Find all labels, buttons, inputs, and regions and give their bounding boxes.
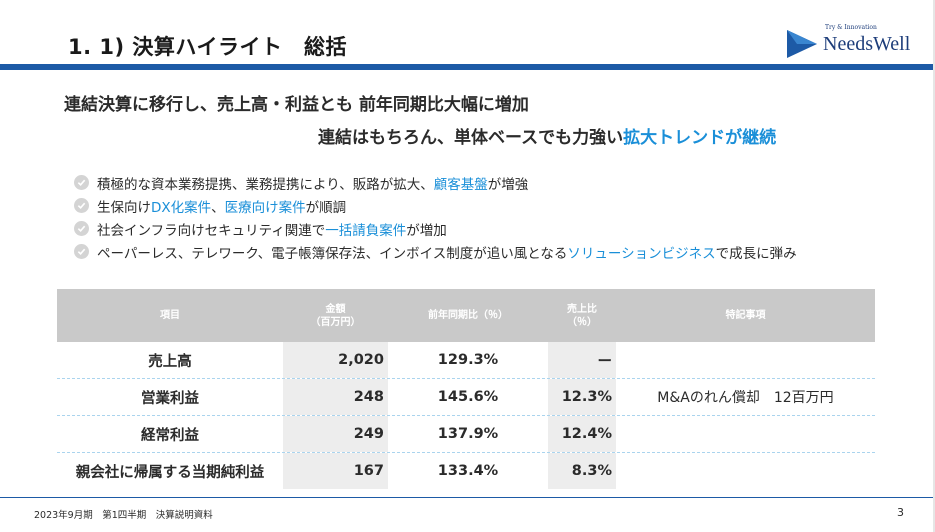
logo-wordmark: NeedsWell [823,33,911,55]
page-number: 3 [897,506,904,519]
bullet-text: 生保向け [97,199,151,216]
cell-yoy: 145.6% [437,389,499,405]
check-icon [74,175,89,190]
cell-note [616,453,875,489]
bullet-text: で成長に弾み [715,245,797,262]
header-notes: 特記事項 [725,310,766,321]
cell-amount: 2,020 [283,342,388,378]
bullet-highlight: DX化案件 [151,199,212,216]
table-header-row: 項目 金額 （百万円） 前年同期比（％） 売上比 （％） 特記事項 [57,289,875,342]
cell-item: 営業利益 [141,390,199,407]
cell-item: 経常利益 [141,427,199,444]
header-item: 項目 [160,310,180,321]
header-ratio-line2: （％） [567,316,597,328]
cell-note [616,342,875,378]
company-logo: Try & Innovation NeedsWell [785,24,925,60]
bullet-item: 生保向け DX化案件、医療向け案件 が順調 [74,194,797,217]
footer-text: 2023年9月期 第1四半期 決算説明資料 [34,510,213,521]
logo-arrow-icon [787,30,817,58]
bullet-text: が順調 [305,199,347,216]
bullet-text: ペーパーレス、テレワーク、電子帳簿保存法、インボイス制度が追い風となる [97,245,568,262]
bullet-highlight: 一括請負案件 [325,222,407,239]
header-ratio-line1: 売上比 [567,303,597,315]
table-row: 売上高 2,020 129.3% ー [57,342,875,379]
header-amount-line1: 金額 [325,303,346,315]
page-title: 1. 1) 決算ハイライト 総括 [68,35,347,59]
bullet-item: ペーパーレス、テレワーク、電子帳簿保存法、インボイス制度が追い風となる ソリューシ… [74,240,797,263]
bullet-text: が増強 [487,176,529,193]
headline-line-2-text: 連結はもちろん、単体ベースでも力強い [318,128,624,148]
bullet-highlight: 顧客基盤 [433,176,488,193]
results-table: 項目 金額 （百万円） 前年同期比（％） 売上比 （％） 特記事項 売上高 2,… [57,289,875,489]
cell-note [616,416,875,452]
header-ratio: 売上比 （％） [548,289,616,342]
cell-yoy: 133.4% [437,463,499,479]
check-icon [74,244,89,259]
bullet-text: 積極的な資本業務提携、業務提携により、販路が拡大、 [97,176,434,193]
footer-divider [0,497,935,498]
frame-edge [933,0,935,532]
cell-item: 親会社に帰属する当期純利益 [75,464,265,481]
bullet-item: 積極的な資本業務提携、業務提携により、販路が拡大、 顧客基盤 が増強 [74,171,797,194]
cell-amount: 248 [283,379,388,415]
header-amount-line2: （百万円） [310,316,361,328]
bullet-highlight: 医療向け案件 [224,199,306,216]
logo-tagline: Try & Innovation [825,24,877,31]
cell-note: M&Aのれん償却 12百万円 [657,390,834,406]
headline-line-1: 連結決算に移行し、売上高・利益とも 前年同期比大幅に増加 [64,95,529,115]
cell-item: 売上高 [148,353,192,370]
check-icon [74,198,89,213]
cell-ratio: ー [548,342,616,378]
bullet-text: が増加 [406,222,447,239]
bullet-text: 社会インフラ向けセキュリティ関連で [97,222,326,239]
cell-yoy: 137.9% [437,426,499,442]
cell-amount: 249 [283,416,388,452]
headline-line-2-accent: 拡大トレンドが継続 [623,128,777,148]
check-icon [74,221,89,236]
bullet-list: 積極的な資本業務提携、業務提携により、販路が拡大、 顧客基盤 が増強 生保向け DX化… [74,171,797,263]
cell-ratio: 8.3% [548,453,616,489]
headline-line-2: 連結はもちろん、単体ベースでも力強い拡大トレンドが継続 [318,123,776,148]
cell-amount: 167 [283,453,388,489]
header-yoy: 前年同期比（％） [428,310,508,321]
cell-ratio: 12.4% [548,416,616,452]
table-row: 経常利益 249 137.9% 12.4% [57,416,875,453]
cell-yoy: 129.3% [437,352,499,368]
bullet-highlight: ソリューションビジネス [567,245,716,262]
header-amount: 金額 （百万円） [283,289,388,342]
title-underline-bar [0,64,935,70]
table-row: 営業利益 248 145.6% 12.3% M&Aのれん償却 12百万円 [57,379,875,416]
bullet-text: 、 [211,199,225,216]
cell-ratio: 12.3% [548,379,616,415]
table-row: 親会社に帰属する当期純利益 167 133.4% 8.3% [57,453,875,489]
bullet-item: 社会インフラ向けセキュリティ関連で 一括請負案件 が増加 [74,217,797,240]
